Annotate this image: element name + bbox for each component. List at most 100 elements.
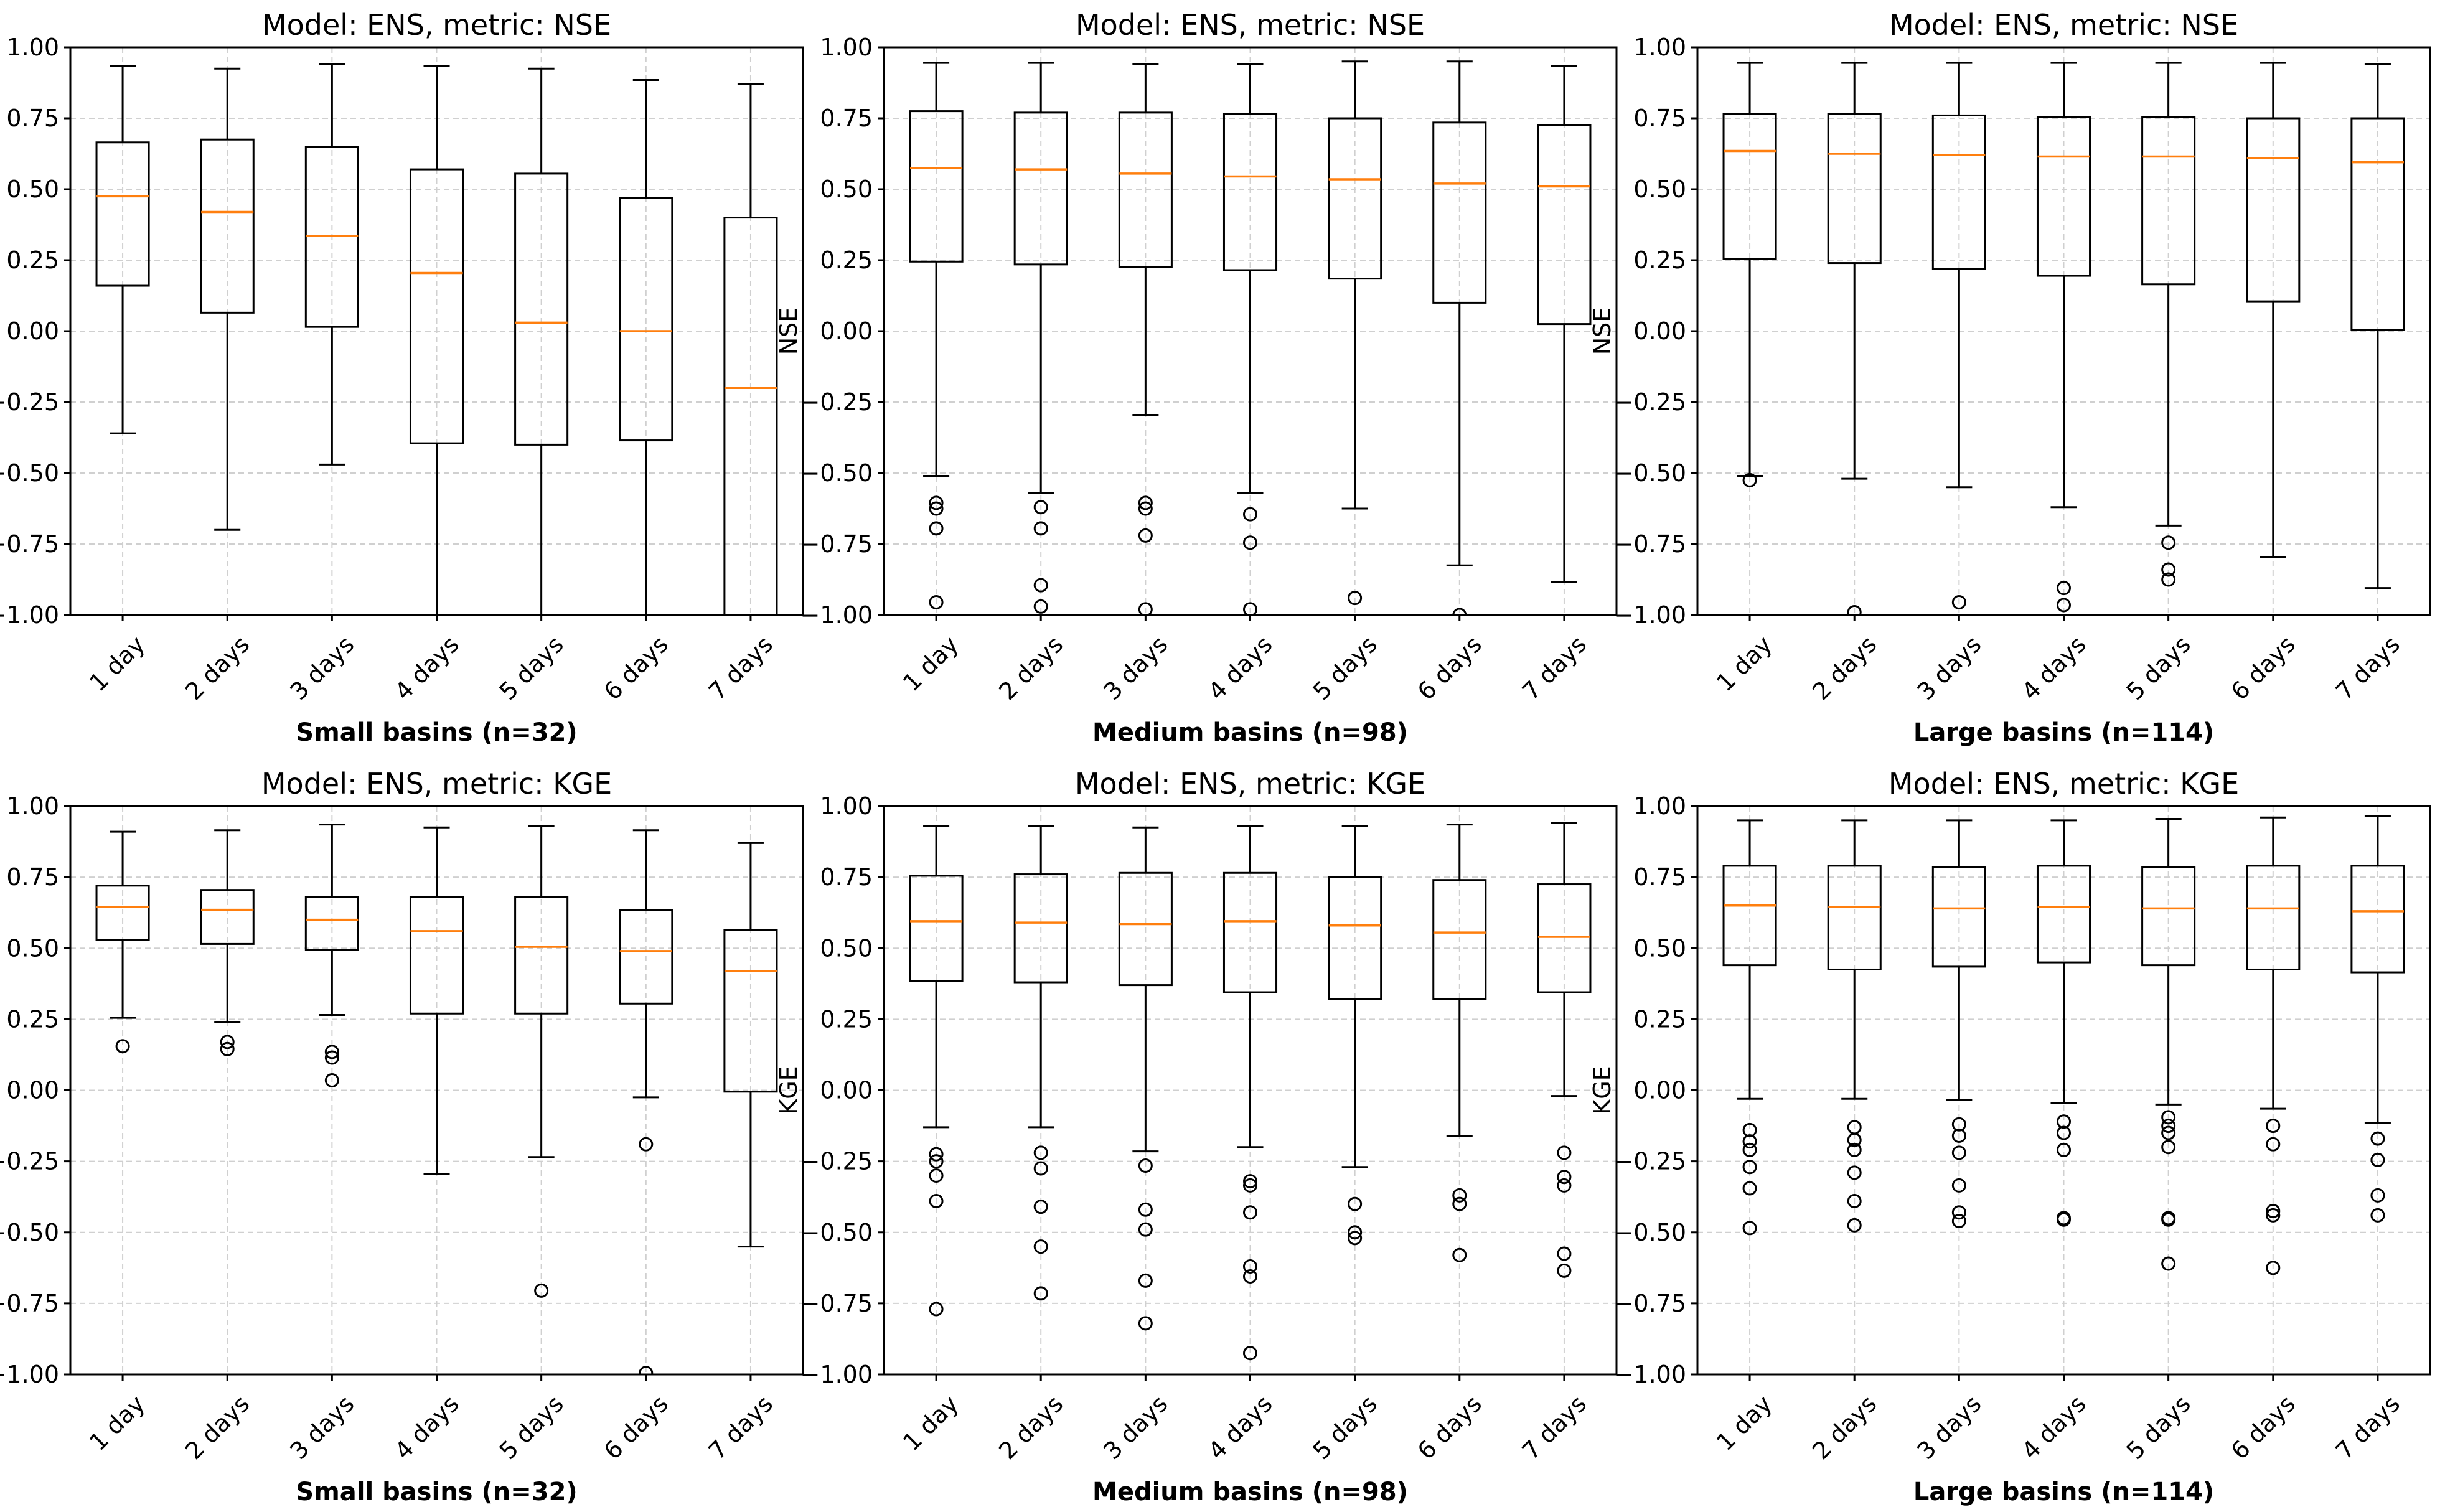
y-tick-label: 0.00 <box>1633 317 1686 345</box>
box-body <box>1013 873 1068 984</box>
outlier-point <box>2370 1131 2385 1146</box>
y-axis-label: KGE <box>1589 1066 1616 1114</box>
box-7 <box>2350 63 2405 589</box>
box-6 <box>1432 824 1487 1262</box>
box-1 <box>95 65 150 434</box>
y-tick-label: 0.25 <box>1633 247 1686 274</box>
box-body <box>619 909 673 1005</box>
box-7 <box>1537 65 1592 584</box>
outlier-point <box>1243 1346 1257 1361</box>
outlier-point <box>929 1168 944 1183</box>
x-tick-label: 1 day <box>1711 631 1777 697</box>
x-tick-label: 5 days <box>494 1390 569 1465</box>
outlier-point <box>2266 1261 2281 1275</box>
y-tick-label: −0.25 <box>800 388 873 416</box>
box-2 <box>1013 825 1068 1301</box>
box-body <box>2246 117 2301 303</box>
box-7 <box>723 842 778 1248</box>
chart-title: Model: ENS, metric: NSE <box>262 8 611 42</box>
outlier-point <box>1243 1174 1257 1189</box>
box-body <box>304 896 359 951</box>
y-tick-label: −0.50 <box>0 1219 59 1246</box>
outlier-point <box>1557 1246 1572 1261</box>
outlier-point <box>1243 535 1257 550</box>
y-tick-label: 0.50 <box>6 176 59 203</box>
outlier-point <box>324 1050 339 1065</box>
y-tick-label: −0.50 <box>1614 459 1686 487</box>
y-tick-label: 1.00 <box>820 34 873 61</box>
chart-title: Model: ENS, metric: NSE <box>1076 8 1425 42</box>
x-tick-label: 3 days <box>1098 1390 1173 1465</box>
outlier-point <box>1742 1142 1757 1157</box>
y-tick-label: 0.75 <box>820 863 873 891</box>
x-tick-label: 2 days <box>993 631 1068 705</box>
outlier-point <box>929 1147 944 1162</box>
x-tick-label: 6 days <box>1412 631 1487 705</box>
outlier-point <box>1033 1145 1048 1160</box>
plot-area <box>95 63 778 616</box>
x-tick-label: 6 days <box>599 631 673 705</box>
outlier-point <box>1847 1142 1862 1157</box>
y-tick-label: 0.75 <box>6 105 59 132</box>
outlier-point <box>1847 1165 1862 1180</box>
y-tick-label: −1.00 <box>0 601 59 629</box>
box-2 <box>1827 62 1882 616</box>
x-tick-label: 2 days <box>1807 1390 1882 1465</box>
outlier-point <box>1847 1132 1862 1147</box>
chart-title: Model: ENS, metric: KGE <box>1075 767 1425 801</box>
box-5 <box>2141 818 2196 1271</box>
box-body <box>1537 124 1592 326</box>
outlier-point <box>1452 1188 1467 1203</box>
outlier-point <box>1138 528 1153 543</box>
x-tick-label: 2 days <box>993 1390 1068 1465</box>
y-tick-label: 1.00 <box>6 792 59 820</box>
box-body <box>1118 871 1173 987</box>
y-tick-label: −0.25 <box>0 388 59 416</box>
x-tick-label: 3 days <box>1912 1390 1986 1465</box>
box-3 <box>1118 826 1173 1331</box>
outlier-point <box>1243 1205 1257 1220</box>
outlier-point <box>534 1283 549 1298</box>
outlier-point <box>1847 1194 1862 1209</box>
outlier-point <box>220 1041 235 1056</box>
outlier-point <box>1557 1145 1572 1160</box>
box-body <box>1013 111 1068 266</box>
x-tick-label: 7 days <box>1517 1390 1592 1465</box>
box-5 <box>1328 60 1382 606</box>
box-4 <box>409 65 464 616</box>
outlier-point <box>1033 1161 1048 1176</box>
box-body <box>2036 865 2091 964</box>
box-body <box>1432 879 1487 1000</box>
outlier-point <box>2161 1140 2176 1155</box>
outlier-point <box>1033 521 1048 536</box>
box-6 <box>2246 62 2301 558</box>
x-tick-label: 4 days <box>2016 1390 2091 1465</box>
box-1 <box>1722 819 1777 1236</box>
x-tick-label: 7 days <box>703 1390 778 1465</box>
y-tick-label: 1.00 <box>6 34 59 61</box>
plot-area <box>95 824 778 1375</box>
outlier-point <box>2161 562 2176 577</box>
y-axis-label: NSE <box>775 308 802 355</box>
box-3 <box>1118 63 1173 616</box>
outlier-point <box>1348 1231 1363 1246</box>
y-tick-label: 0.00 <box>1633 1077 1686 1104</box>
x-tick-label: 4 days <box>389 631 464 705</box>
y-tick-label: 0.25 <box>1633 1005 1686 1033</box>
outlier-point <box>1033 1200 1048 1214</box>
y-tick-label: 0.50 <box>1633 176 1686 203</box>
y-tick-label: 0.25 <box>820 247 873 274</box>
outlier-point <box>324 1045 339 1059</box>
y-tick-label: 1.00 <box>1633 792 1686 820</box>
box-body <box>514 172 569 446</box>
box-body <box>2036 116 2091 277</box>
outlier-point <box>1243 1259 1257 1274</box>
x-tick-label: 7 days <box>2330 1390 2405 1465</box>
outlier-point <box>1033 599 1048 614</box>
outlier-point <box>929 1194 944 1209</box>
outlier-point <box>1742 1221 1757 1236</box>
outlier-point <box>1138 1222 1153 1237</box>
x-tick-label: 3 days <box>1098 631 1173 705</box>
outlier-point <box>1348 1225 1363 1240</box>
outlier-point <box>2370 1208 2385 1223</box>
